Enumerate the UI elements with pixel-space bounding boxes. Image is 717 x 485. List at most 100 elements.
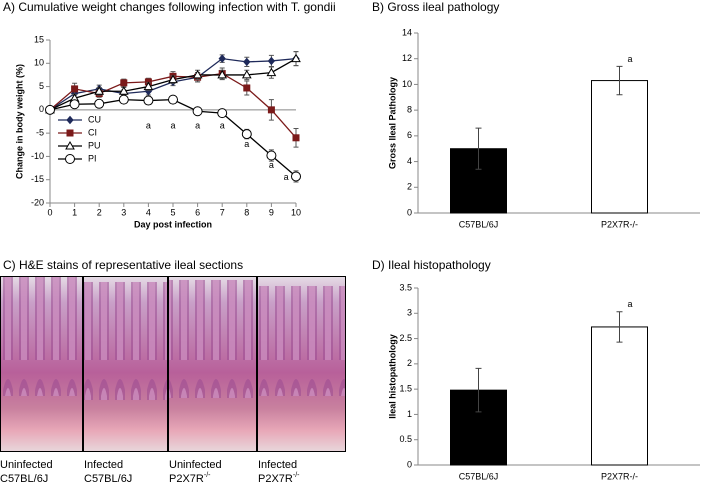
x-tick-label: 10 <box>291 207 301 217</box>
legend-marker <box>65 140 75 150</box>
y-tick-label: 2.5 <box>399 333 412 343</box>
caption: P2X7R-/- <box>258 472 300 485</box>
legend-label: PI <box>88 153 97 163</box>
y-tick-label: 14 <box>402 27 412 37</box>
y-tick-label: 0 <box>407 207 412 217</box>
x-tick-label: 7 <box>220 207 225 217</box>
marker <box>168 94 178 105</box>
annotation: a <box>170 121 175 131</box>
caption: Uninfected <box>169 459 222 471</box>
y-tick-label: 3.5 <box>399 282 412 292</box>
marker <box>94 86 105 95</box>
x-tick-label: P2X7R-/- <box>601 219 638 229</box>
x-tick-label: 4 <box>146 207 151 217</box>
y-tick-label: 0.5 <box>399 434 412 444</box>
marker <box>69 99 80 110</box>
bar <box>591 80 648 214</box>
x-tick-label: C57BL/6J <box>459 471 499 481</box>
annotation: a <box>195 121 200 131</box>
marker <box>267 56 276 66</box>
marker <box>71 85 79 93</box>
y-tick-label: -15 <box>31 174 44 184</box>
marker <box>118 94 129 105</box>
caption: Infected <box>84 459 123 471</box>
marker <box>120 79 128 87</box>
y-axis-label: Gross Ileal Pathology <box>387 77 397 169</box>
marker <box>266 67 277 77</box>
marker <box>241 129 252 140</box>
marker <box>192 106 203 117</box>
annotation: a <box>269 160 274 170</box>
marker <box>118 86 129 95</box>
legend-label: PU <box>88 140 101 150</box>
caption-sup: -/- <box>293 472 300 479</box>
x-tick-label: P2X7R-/- <box>601 471 638 481</box>
y-tick-label: 2 <box>407 182 412 192</box>
annotation: a <box>146 121 151 131</box>
x-tick-label: 5 <box>170 207 175 217</box>
error-bar <box>475 367 482 413</box>
marker <box>266 150 277 161</box>
marker <box>243 57 251 67</box>
series-line <box>49 98 297 177</box>
legend-marker <box>66 115 74 125</box>
marker <box>45 104 55 115</box>
marker <box>241 69 252 79</box>
annotation: a <box>628 299 633 309</box>
marker <box>217 108 228 119</box>
marker <box>267 106 275 114</box>
marker <box>217 69 228 79</box>
caption: C57BL/6J <box>0 473 48 485</box>
y-tick-label: 1.5 <box>399 384 412 394</box>
y-tick-label: 10 <box>34 58 44 68</box>
caption-text: P2X7R <box>258 473 293 485</box>
bar <box>591 326 648 466</box>
y-tick-label: 6 <box>407 130 412 140</box>
panel-title: C) H&E stains of representative ileal se… <box>3 258 243 272</box>
legend-label: CI <box>88 127 97 137</box>
error-bar <box>475 127 482 170</box>
y-tick-label: 12 <box>402 53 412 63</box>
y-tick-label: 0 <box>407 459 412 469</box>
caption-text: P2X7R <box>169 473 204 485</box>
y-tick-label: 15 <box>34 34 44 44</box>
marker <box>218 54 226 63</box>
x-tick-label: 2 <box>97 207 102 217</box>
y-tick-label: 5 <box>39 81 44 91</box>
error-bar <box>616 65 623 96</box>
y-tick-label: 0 <box>39 104 44 114</box>
x-tick-label: 3 <box>121 207 126 217</box>
y-tick-label: -5 <box>36 128 44 138</box>
x-tick-label: C57BL/6J <box>459 219 499 229</box>
annotation: a <box>284 172 289 182</box>
x-tick-label: 9 <box>269 207 274 217</box>
annotation: a <box>220 121 225 131</box>
error-bar <box>616 311 623 343</box>
y-axis-label: Ileal histopathology <box>387 334 397 419</box>
panel-c: C) H&E stains of representative ileal se… <box>0 258 346 452</box>
x-tick-label: 0 <box>47 207 52 217</box>
marker <box>291 53 301 63</box>
marker <box>192 69 203 79</box>
y-axis-label: Change in body weight (%) <box>14 64 24 179</box>
chart-title: D) Ileal histopathology <box>372 258 491 272</box>
y-tick-label: 8 <box>407 105 412 115</box>
x-tick-label: 6 <box>195 207 200 217</box>
caption: C57BL/6J <box>84 473 132 485</box>
marker <box>291 171 301 182</box>
y-tick-label: 2 <box>407 358 412 368</box>
annotation: a <box>628 54 633 64</box>
marker <box>168 74 178 84</box>
marker <box>292 134 300 142</box>
marker <box>143 95 154 106</box>
y-tick-label: -10 <box>31 151 44 161</box>
caption: P2X7R-/- <box>169 472 211 485</box>
x-axis-label: Day post infection <box>134 219 212 229</box>
legend-label: CU <box>88 114 101 124</box>
caption-sup: -/- <box>204 472 211 479</box>
y-tick-label: 3 <box>407 308 412 318</box>
micrograph <box>0 276 346 452</box>
x-tick-label: 1 <box>72 207 77 217</box>
chart-title: A) Cumulative weight changes following i… <box>3 0 336 14</box>
